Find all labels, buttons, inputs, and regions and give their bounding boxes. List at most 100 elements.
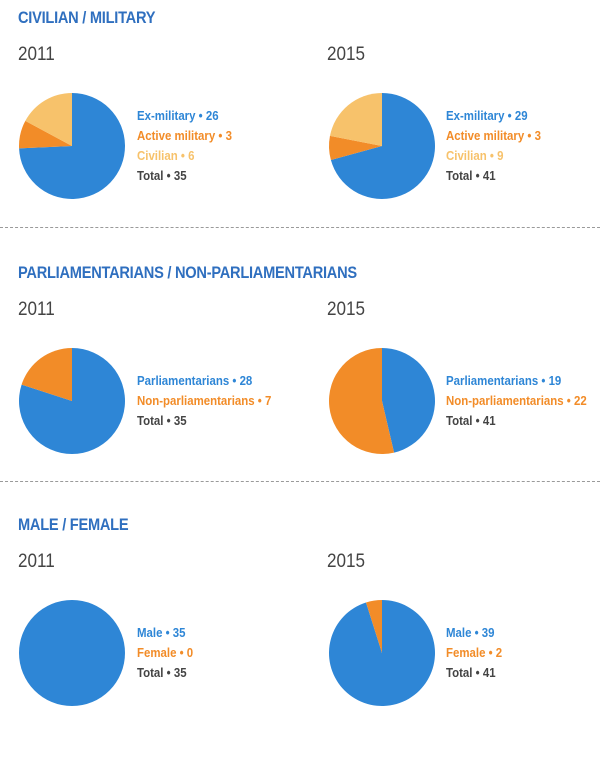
legend-value: 3 [225,128,232,143]
legend-separator: • [538,373,549,388]
pie-slice [382,348,435,453]
legend-separator: • [163,168,174,183]
pie-slice [329,135,382,161]
legend-separator: • [486,148,498,163]
total-label: Total [446,665,473,680]
section-divider [0,227,600,228]
legend-value: 0 [186,645,194,660]
pie-legend: Ex-military • 26 Active military • 3 Civil… [137,106,232,186]
legend-entry: Non-parliamentarians • 22 [446,391,587,411]
legend-entry: Ex-military • 29 [446,106,541,126]
legend-total: Total • 41 [446,663,502,683]
legend-value: 7 [264,393,272,408]
legend-entry: Active military • 3 [137,126,232,146]
legend-separator: • [485,645,496,660]
total-value: 41 [482,168,496,183]
legend-value: 6 [188,148,195,163]
legend-entry: Ex-military • 26 [137,106,232,126]
year-label: 2015 [327,299,366,320]
chart-section: PARLIAMENTARIANS / NON-PARLIAMENTARIANS 2… [0,255,600,505]
pie-slice [21,348,72,401]
legend-label: Parliamentarians [446,373,539,388]
legend-separator: • [215,128,226,143]
legend-separator: • [177,148,189,163]
legend-separator: • [472,413,483,428]
legend-separator: • [472,168,483,183]
pie-slice [366,600,382,653]
legend-label: Active military [446,128,525,143]
legend-entry: Female • 0 [137,643,193,663]
legend-separator: • [471,625,482,640]
total-label: Total [137,168,164,183]
section-title: CIVILIAN / MILITARY [18,8,156,27]
legend-separator: • [563,393,574,408]
pie-chart [329,348,435,454]
pie-slice [19,348,125,454]
total-label: Total [137,413,164,428]
legend-entry: Civilian • 6 [137,146,232,166]
legend-value: 22 [573,393,587,408]
legend-label: Ex-military [446,108,505,123]
legend-separator: • [254,393,265,408]
total-value: 41 [482,665,496,680]
legend-entry: Non-parliamentarians • 7 [137,391,271,411]
pie-slice [330,93,435,199]
year-label: 2011 [18,44,55,65]
pie-chart [19,600,125,706]
legend-label: Parliamentarians [137,373,230,388]
legend-value: 35 [172,625,186,640]
legend-label: Non-parliamentarians [137,393,255,408]
legend-separator: • [472,665,483,680]
legend-value: 26 [205,108,219,123]
legend-separator: • [504,108,515,123]
legend-separator: • [176,645,187,660]
total-value: 35 [173,413,187,428]
total-label: Total [446,413,473,428]
pie-chart [19,93,125,199]
legend-label: Non-parliamentarians [446,393,564,408]
pie-legend: Parliamentarians • 19 Non-parliamentarian… [446,371,587,431]
pie-legend: Ex-military • 29 Active military • 3 Civil… [446,106,541,186]
legend-entry: Parliamentarians • 19 [446,371,587,391]
section-title: PARLIAMENTARIANS / NON-PARLIAMENTARIANS [18,263,357,282]
legend-entry: Female • 2 [446,643,502,663]
legend-label: Ex-military [137,108,196,123]
legend-label: Active military [137,128,216,143]
total-label: Total [137,665,164,680]
legend-value: 3 [534,128,541,143]
legend-entry: Civilian • 9 [446,146,541,166]
section-title: MALE / FEMALE [18,515,129,534]
legend-entry: Parliamentarians • 28 [137,371,271,391]
legend-label: Civilian [137,148,178,163]
pie-slice [25,93,72,146]
legend-entry: Male • 35 [137,623,193,643]
legend-separator: • [524,128,535,143]
total-value: 41 [482,413,496,428]
section-divider [0,481,600,482]
pie-slice [19,93,125,199]
year-label: 2011 [18,299,55,320]
year-label: 2015 [327,44,366,65]
legend-value: 19 [548,373,562,388]
year-label: 2011 [18,551,55,572]
legend-entry: Active military • 3 [446,126,541,146]
legend-value: 39 [481,625,495,640]
legend-separator: • [195,108,206,123]
legend-total: Total • 41 [446,411,587,431]
total-value: 35 [173,168,187,183]
pie-legend: Parliamentarians • 28 Non-parliamentarian… [137,371,271,431]
legend-total: Total • 35 [137,663,193,683]
legend-label: Female [137,645,177,660]
pie-slice [329,93,382,146]
legend-separator: • [229,373,240,388]
legend-separator: • [163,665,174,680]
year-label: 2015 [327,551,366,572]
pie-legend: Male • 39 Female • 2 Total • 41 [446,623,502,683]
legend-value: 28 [239,373,253,388]
legend-separator: • [162,625,173,640]
legend-total: Total • 35 [137,411,271,431]
legend-total: Total • 35 [137,166,232,186]
pie-slice [329,348,395,454]
total-value: 35 [173,665,187,680]
legend-separator: • [163,413,174,428]
